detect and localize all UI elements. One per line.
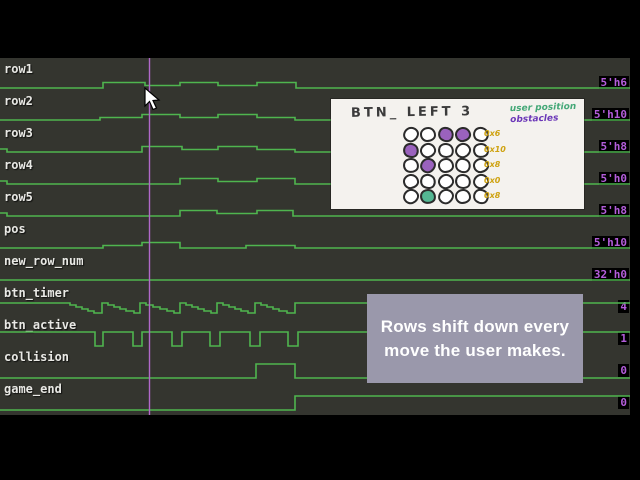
grid-cell-empty — [420, 127, 436, 142]
signal-name-label[interactable]: row3 — [4, 126, 33, 140]
signal-value-badge: 4 — [618, 300, 629, 313]
signal-name-label[interactable]: row4 — [4, 158, 33, 172]
signal-name-label[interactable]: collision — [4, 350, 70, 364]
grid-row-value: 0x8 — [484, 191, 501, 200]
grid-cell-empty — [401, 172, 420, 190]
grid-cell-empty — [453, 171, 473, 191]
signal-value-badge: 0 — [618, 364, 629, 377]
signal-name-label[interactable]: row1 — [4, 62, 33, 76]
signal-value-badge: 5'h8 — [598, 140, 629, 153]
grid-cell-empty — [455, 189, 471, 204]
signal-name-label[interactable]: row2 — [4, 94, 33, 108]
grid-row-value: 0x8 — [484, 160, 501, 169]
signal-name-label[interactable]: row5 — [4, 190, 33, 204]
grid-cell-obstacle — [453, 125, 473, 144]
signal-value-badge: 5'h6 — [598, 76, 629, 89]
signal-value-badge: 32'h0 — [591, 268, 629, 281]
sketch-legend: user position obstacles — [509, 102, 576, 126]
signal-name-label[interactable]: game_end — [4, 382, 62, 396]
grid-cell-empty — [401, 156, 420, 175]
signal-name-label[interactable]: new_row_num — [4, 254, 84, 268]
grid-row-value: 0x6 — [484, 129, 501, 138]
grid-cell-empty — [399, 186, 422, 207]
grid-cell-empty — [435, 140, 456, 160]
grid-cell-user — [418, 187, 438, 206]
grid-cell-empty — [437, 158, 454, 173]
sketch-overlay: BTN_ LEFT 3 user position obstacles 0x6 0… — [331, 99, 584, 209]
signal-value-badge: 5'h10 — [591, 236, 629, 249]
grid-cell-empty — [434, 185, 457, 208]
legend-obstacles: obstacles — [509, 113, 559, 126]
callout-text-line1: Rows shift down every — [380, 316, 570, 336]
callout-box: Rows shift down every move the user make… — [367, 294, 583, 383]
signal-name-label[interactable]: btn_active — [4, 318, 77, 332]
signal-value-badge: 1 — [618, 332, 629, 345]
signal-value-badge: 5'h10 — [591, 108, 629, 121]
signal-name-label[interactable]: pos — [4, 222, 26, 236]
callout-text-line2: move the user makes. — [384, 340, 566, 360]
signal-value-badge: 5'h0 — [598, 172, 629, 185]
signal-value-badge: 0 — [618, 396, 629, 409]
grid-row-value: 0x10 — [484, 144, 506, 154]
signal-value-badge: 5'h8 — [598, 204, 629, 217]
sketch-title: BTN_ LEFT 3 — [350, 104, 474, 121]
grid-row-value: 0x0 — [484, 175, 501, 185]
signal-name-label[interactable]: btn_timer — [4, 286, 70, 300]
